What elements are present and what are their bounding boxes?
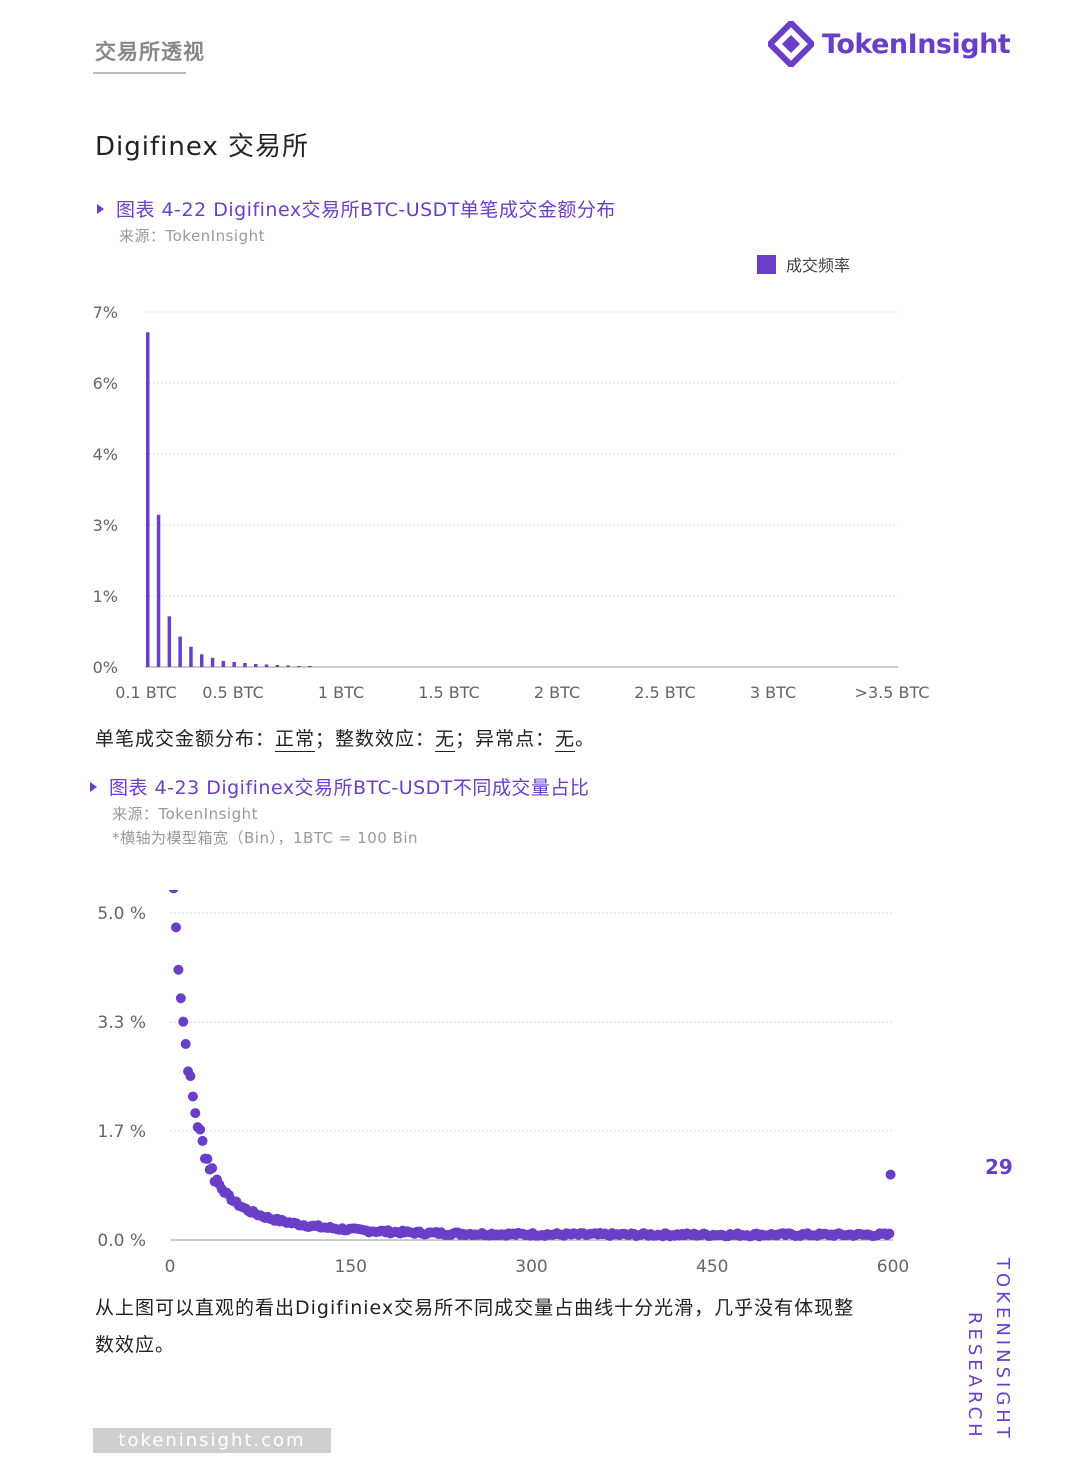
tokeninsight-logo-icon <box>768 21 814 67</box>
summary-anomaly-label: ；异常点： <box>455 728 556 750</box>
figure1-title-text: 图表 4-22 Digifinex交易所BTC-USDT单笔成交金额分布 <box>116 199 616 221</box>
histogram-bar <box>243 662 247 667</box>
histogram-bar <box>221 660 226 667</box>
x-tick-label: 450 <box>696 1257 728 1277</box>
x-tick-label: 0.1 BTC <box>115 683 177 702</box>
histogram-bar <box>308 665 312 667</box>
x-tick-label: >3.5 BTC <box>855 683 930 702</box>
x-tick-label: 150 <box>335 1257 367 1277</box>
footer-url: tokeninsight.com <box>93 1428 331 1453</box>
scatter-point <box>175 993 186 1004</box>
figure2-title-text: 图表 4-23 Digifinex交易所BTC-USDT不同成交量占比 <box>109 777 590 799</box>
figure1-bar-chart: 7% 6% 4% 3% 1% 0% 0.1 BTC 0.5 BTC 1 BTC 1.5 BTC 2 … <box>93 303 930 702</box>
scatter-point <box>197 1135 208 1146</box>
conclusion-line2: 数效应。 <box>95 1334 176 1356</box>
histogram-bar <box>178 636 182 667</box>
histogram-bar <box>286 665 290 667</box>
y-tick-label: 0% <box>93 658 118 677</box>
histogram-bar <box>156 514 161 667</box>
caret-right-icon <box>90 781 97 792</box>
scatter-point <box>195 1124 206 1135</box>
scatter-point <box>187 1091 198 1102</box>
figure2-scatter-chart: 5.0 % 3.3 % 1.7 % 0.0 % 0 150 300 450 600 <box>97 890 909 1277</box>
header-underline <box>93 72 186 74</box>
x-tick-label: 2.5 BTC <box>634 683 696 702</box>
histogram-bar <box>232 661 236 667</box>
section-title: Digifinex 交易所 <box>95 132 310 162</box>
figure2-source: 来源：TokenInsight <box>112 805 259 823</box>
histogram-bar <box>200 654 204 667</box>
scatter-point <box>168 890 179 894</box>
figure2-note: *横轴为模型箱宽（Bin），1BTC = 100 Bin <box>112 829 419 847</box>
histogram-bar <box>254 663 258 667</box>
x-tick-label: 2 BTC <box>534 683 580 702</box>
legend-swatch <box>757 254 776 274</box>
histogram-bar <box>167 616 172 667</box>
y-tick-label: 5.0 % <box>97 904 146 924</box>
y-tick-label: 1.7 % <box>97 1122 146 1142</box>
summary-distribution-value: 正常 <box>275 728 316 752</box>
y-tick-label: 0.0 % <box>97 1231 146 1251</box>
summary-integer-value: 无 <box>435 728 456 752</box>
y-tick-label: 1% <box>93 587 118 606</box>
scatter-point <box>884 1228 895 1239</box>
distribution-summary: 单笔成交金额分布：正常；整数效应：无；异常点：无。 <box>95 724 596 752</box>
figure2-title: 图表 4-23 Digifinex交易所BTC-USDT不同成交量占比 <box>90 773 589 800</box>
conclusion-line1: 从上图可以直观的看出Digifiniex交易所不同成交量占曲线十分光滑，几乎没有… <box>95 1297 855 1319</box>
scatter-point <box>190 1108 201 1119</box>
x-tick-label: 1.5 BTC <box>418 683 480 702</box>
histogram-bar <box>275 664 280 667</box>
legend-label: 成交频率 <box>786 256 851 275</box>
scatter-point <box>171 922 182 933</box>
histogram-bar <box>146 332 150 667</box>
y-tick-label: 6% <box>93 374 118 393</box>
x-tick-label: 1 BTC <box>318 683 364 702</box>
header-title: 交易所透视 <box>95 40 205 64</box>
scatter-point <box>180 1038 191 1049</box>
histogram-bar <box>189 646 193 667</box>
brand-logo: TokenInsight <box>768 21 1011 67</box>
scatter-point <box>185 1071 196 1082</box>
x-tick-label: 600 <box>877 1257 909 1277</box>
y-tick-label: 7% <box>93 303 118 322</box>
x-tick-label: 0 <box>165 1257 176 1277</box>
vertical-brand: TOKENINSIGHT <box>992 1258 1013 1442</box>
caret-right-icon <box>97 203 104 214</box>
y-tick-label: 3.3 % <box>97 1013 146 1033</box>
vertical-research: RESEARCH <box>964 1312 985 1441</box>
summary-end: 。 <box>575 728 596 750</box>
page-number: 29 <box>985 1155 1013 1179</box>
x-tick-label: 300 <box>515 1257 547 1277</box>
summary-integer-label: ；整数效应： <box>315 728 436 750</box>
summary-anomaly-value: 无 <box>555 728 576 752</box>
figure1-title: 图表 4-22 Digifinex交易所BTC-USDT单笔成交金额分布 <box>97 195 616 222</box>
y-tick-label: 3% <box>93 516 118 535</box>
x-tick-label: 3 BTC <box>750 683 796 702</box>
y-tick-label: 4% <box>93 445 118 464</box>
scatter-point <box>173 964 184 975</box>
scatter-outlier-point <box>885 1169 896 1180</box>
histogram-bar <box>264 664 269 667</box>
scatter-point <box>202 1153 213 1164</box>
summary-prefix: 单笔成交金额分布： <box>95 728 276 750</box>
figure1-source: 来源：TokenInsight <box>119 227 266 245</box>
scatter-point <box>178 1016 189 1027</box>
brand-name: TokenInsight <box>822 28 1011 60</box>
histogram-bar <box>297 665 301 667</box>
figure1-legend: 成交频率 <box>757 252 850 276</box>
x-tick-label: 0.5 BTC <box>202 683 264 702</box>
histogram-bar <box>210 657 215 667</box>
scatter-point <box>207 1163 218 1174</box>
